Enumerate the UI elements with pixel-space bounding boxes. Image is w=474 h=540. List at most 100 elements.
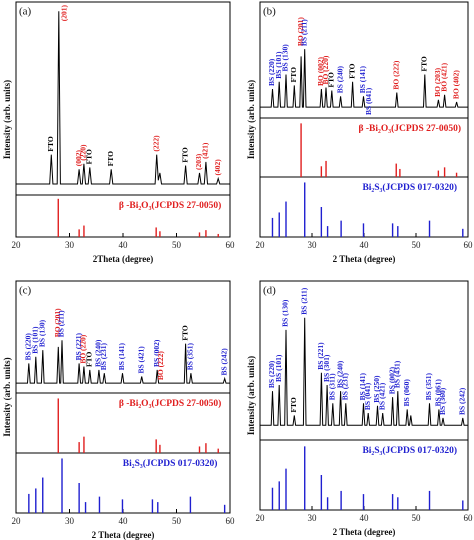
peak-label: BS (060)	[402, 379, 411, 407]
peak-label: BS (240)	[335, 65, 344, 93]
x-tick-label: 60	[464, 513, 474, 523]
peak-label: (402)	[213, 159, 222, 176]
peak-label: BS (101)	[274, 51, 283, 79]
peak-label: BS (220)	[267, 360, 276, 388]
panel-label: (a)	[19, 6, 32, 18]
peak-label: FTO	[106, 151, 115, 166]
x-axis-label: 2 Theta (degree)	[333, 527, 396, 537]
peak-label: BS (431)	[393, 360, 402, 388]
peak-label: FTO	[180, 147, 189, 162]
peak-label: BO (421)	[439, 62, 448, 91]
peak-label: BS (211)	[57, 310, 66, 337]
peak-label: BS (130)	[281, 299, 290, 327]
peak-label: BS (002)	[387, 366, 396, 394]
x-tick-label: 50	[172, 516, 182, 526]
xrd-pattern	[16, 340, 230, 384]
peak-label: (002)	[74, 150, 83, 167]
y-axis-label: Intensity (arb. units)	[246, 356, 256, 435]
peak-label: BS (211)	[299, 19, 308, 46]
peak-label: BS (351)	[186, 342, 195, 370]
peak-label: BS (101)	[31, 326, 40, 354]
peak-label: FTO	[85, 351, 94, 366]
x-axis-label: 2 Theta (degree)	[92, 530, 155, 540]
peak-label: FTO	[289, 67, 298, 82]
xrd-pattern	[260, 317, 468, 426]
peak-label: (222)	[151, 135, 160, 152]
peak-label: BO (220)	[321, 55, 330, 84]
panel-label: (d)	[263, 285, 276, 297]
peak-label: (201)	[60, 5, 69, 22]
x-tick-label: 50	[412, 513, 422, 523]
peak-label: BS (002)	[152, 339, 161, 367]
x-axis-label: 2 Theta (degree)	[333, 254, 396, 264]
peak-label: BS (421)	[377, 382, 386, 410]
x-tick-label: 20	[256, 513, 266, 523]
peak-label: FTO	[347, 63, 356, 78]
y-axis-label: Intensity (arb. units)	[246, 80, 256, 159]
x-tick-label: 20	[12, 516, 22, 526]
peak-label: BS (250)	[372, 375, 381, 403]
peak-label: FTO	[420, 56, 429, 71]
peak-label: FTO	[326, 72, 335, 87]
peak-label: BS (221)	[74, 333, 83, 361]
x-tick-label: 20	[12, 240, 22, 250]
x-tick-label: 60	[464, 240, 474, 250]
plot-frame	[259, 1, 469, 238]
peak-label: BS (231)	[99, 342, 108, 370]
peak-label: BS (301)	[322, 354, 331, 382]
peak-label: BS (221)	[316, 342, 325, 370]
peak-label: BO (201)	[53, 308, 62, 337]
peak-label: (421)	[201, 142, 210, 159]
x-tick-label: 30	[65, 240, 75, 250]
peak-label: BS (101)	[274, 354, 283, 382]
peak-label: BS (130)	[281, 44, 290, 72]
peak-label: BS (421)	[136, 346, 145, 374]
x-axis-label: 2Theta (degree)	[93, 254, 154, 264]
peak-label: BS (351)	[424, 373, 433, 401]
x-tick-label: 50	[172, 240, 182, 250]
x-tick-label: 30	[65, 516, 75, 526]
panel-label: (b)	[263, 6, 276, 18]
panel-label: (c)	[19, 285, 32, 297]
peak-label: BS (141)	[117, 342, 126, 370]
peak-label: BS (211)	[299, 287, 308, 314]
x-tick-label: 20	[256, 240, 266, 250]
y-axis-label: Intensity (arb. units)	[2, 80, 12, 159]
peak-label: BS (360)	[438, 387, 447, 415]
peak-label: BO (222)	[391, 60, 400, 89]
peak-label: BS (242)	[219, 348, 228, 376]
peak-label: BS (311)	[328, 373, 337, 400]
peak-label: BO (201)	[296, 17, 305, 46]
x-tick-label: 50	[412, 240, 422, 250]
peak-label: (220)	[79, 144, 88, 161]
x-tick-label: 40	[119, 240, 129, 250]
peak-label: FTO	[180, 325, 189, 340]
plot-frame	[15, 280, 231, 514]
peak-label: BS (061)	[434, 379, 443, 407]
reference-label: β -Bi₂O₃(JCPDS 27-0050)	[119, 200, 222, 211]
peak-label: BS (041)	[364, 87, 373, 115]
peak-label: BO (402)	[451, 70, 460, 99]
xrd-pattern	[260, 49, 468, 108]
x-tick-label: 40	[119, 516, 129, 526]
peak-label: BS (220)	[24, 333, 33, 361]
peak-label: FTO	[46, 136, 55, 151]
peak-label: BS (231)	[341, 373, 350, 401]
x-tick-label: 40	[360, 240, 370, 250]
peak-label: FTO	[85, 149, 94, 164]
x-tick-label: 30	[308, 240, 318, 250]
reference-label: Bi₂S₃(JCPDS 017-0320)	[362, 182, 457, 193]
peak-label: BS (141)	[358, 65, 367, 93]
y-axis-label: Intensity (arb. units)	[2, 357, 12, 436]
peak-label: BO (220)	[79, 334, 88, 363]
peak-label: BS (220)	[267, 58, 276, 86]
reference-label: Bi₂S₃(JCPDS 017-0320)	[123, 458, 218, 469]
x-tick-label: 30	[308, 513, 318, 523]
xrd-pattern	[16, 11, 230, 185]
reference-label: Bi₂S₃(JCPDS 017-0320)	[362, 445, 457, 456]
peak-label: (203)	[194, 153, 203, 170]
peak-label: BS (242)	[458, 387, 467, 415]
peak-label: BS (141)	[358, 373, 367, 401]
x-tick-label: 60	[226, 240, 236, 250]
